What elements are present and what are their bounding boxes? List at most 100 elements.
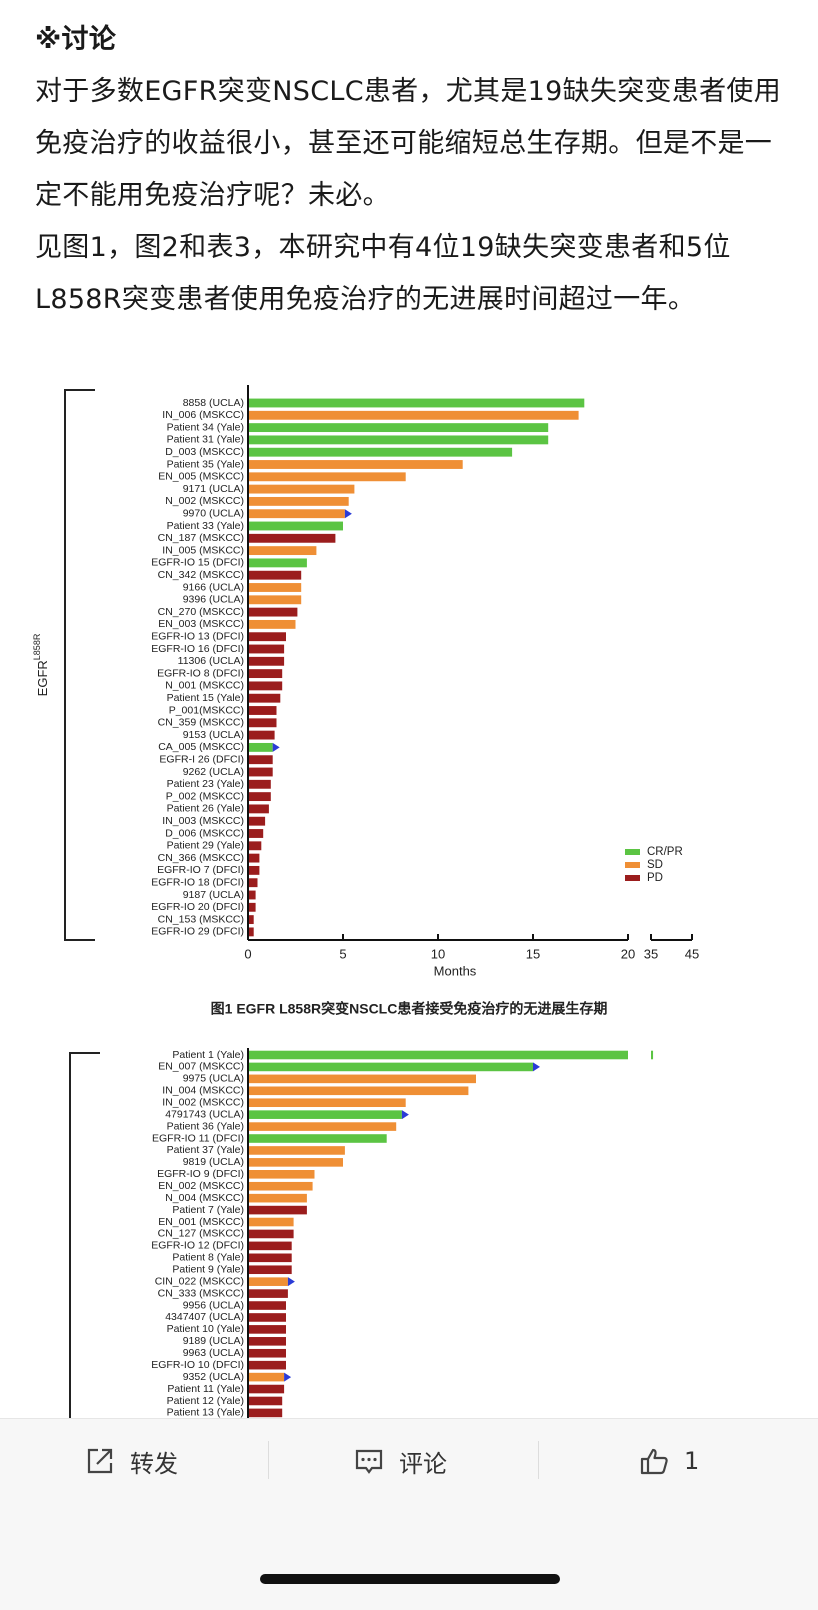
category-label: EGFR-IO 15 (DFCI) — [151, 557, 244, 569]
bar — [248, 1408, 283, 1418]
ongoing-arrow — [533, 1062, 540, 1072]
category-label: CN_359 (MSKCC) — [158, 717, 244, 729]
category-label: 9166 (UCLA) — [183, 581, 244, 593]
category-label: IN_004 (MSKCC) — [162, 1085, 244, 1097]
like-button[interactable]: 1 — [638, 1439, 699, 1483]
bar — [248, 1170, 315, 1179]
ongoing-arrow — [284, 1372, 292, 1382]
y-axis-label-sup: L858R — [32, 633, 42, 660]
bar — [651, 1050, 654, 1060]
category-label: EGFR-IO 12 (DFCI) — [151, 1240, 244, 1252]
chart-2: Patient 1 (Yale)EN_007 (MSKCC)9975 (UCLA… — [151, 1048, 654, 1418]
x-axis-label: Months — [434, 963, 477, 978]
y-axis-label-main: EGFR — [35, 660, 50, 696]
category-label: CN_153 (MSKCC) — [158, 913, 244, 925]
category-label: Patient 7 (Yale) — [172, 1204, 244, 1216]
bar — [248, 607, 298, 617]
bar — [248, 410, 579, 420]
bar — [248, 1241, 292, 1251]
ongoing-arrow — [401, 1110, 409, 1120]
bar — [248, 1050, 628, 1060]
bar — [248, 1158, 343, 1167]
bar — [248, 632, 286, 642]
category-label: EGFR-IO 10 (DFCI) — [151, 1359, 244, 1371]
category-label: Patient 9 (Yale) — [172, 1264, 244, 1276]
ongoing-arrow — [287, 1277, 295, 1287]
bar — [248, 1146, 345, 1155]
category-label: Patient 12 (Yale) — [167, 1395, 244, 1407]
category-label: EGFR-IO 11 (DFCI) — [152, 1132, 244, 1144]
category-label: CN_270 (MSKCC) — [158, 606, 244, 618]
category-label: Patient 1 (Yale) — [172, 1049, 244, 1061]
category-label: EN_001 (MSKCC) — [158, 1216, 244, 1228]
category-label: EN_002 (MSKCC) — [158, 1180, 244, 1192]
ongoing-arrow — [344, 509, 352, 519]
separator — [268, 1441, 269, 1479]
category-label: Patient 23 (Yale) — [167, 778, 244, 790]
category-label: 9189 (UCLA) — [183, 1335, 244, 1347]
bar — [248, 1348, 286, 1358]
category-label: 9171 (UCLA) — [183, 483, 244, 495]
charts: 8858 (UCLA)IN_006 (MSKCC)Patient 34 (Yal… — [32, 385, 699, 1418]
category-label: N_001 (MSKCC) — [165, 680, 244, 692]
bar — [248, 1181, 313, 1191]
bar — [248, 398, 585, 408]
bar — [248, 1086, 469, 1096]
like-icon — [640, 1448, 668, 1475]
bar — [248, 1396, 283, 1406]
bar — [248, 484, 355, 494]
like-count: 1 — [684, 1447, 700, 1475]
bar — [248, 656, 285, 666]
category-label: 9975 (UCLA) — [183, 1073, 244, 1085]
bar — [248, 755, 273, 765]
category-label: Patient 37 (Yale) — [167, 1144, 244, 1156]
bar — [248, 792, 271, 802]
bar — [248, 693, 281, 703]
bar — [248, 1277, 288, 1286]
bar — [248, 1098, 406, 1108]
bar — [248, 423, 549, 433]
bar — [248, 472, 406, 482]
bar — [248, 1062, 533, 1072]
bar — [248, 546, 317, 556]
category-label: Patient 31 (Yale) — [167, 434, 244, 446]
bar — [248, 1110, 402, 1119]
action-bar: 转发 评论 1 — [0, 1418, 818, 1610]
bar — [248, 521, 343, 531]
bar — [248, 1134, 387, 1143]
bar — [248, 767, 273, 777]
bar — [248, 644, 285, 654]
group-bracket — [69, 1052, 100, 1418]
bar — [248, 865, 260, 875]
category-label: Patient 13 (Yale) — [167, 1407, 244, 1418]
bar — [248, 829, 264, 838]
category-label: Patient 29 (Yale) — [167, 840, 244, 852]
bar — [248, 902, 256, 912]
category-label: N_004 (MSKCC) — [165, 1192, 244, 1204]
category-label: Patient 11 (Yale) — [167, 1383, 244, 1395]
share-icon — [87, 1448, 113, 1474]
bar — [248, 1360, 286, 1370]
bar — [248, 816, 266, 826]
comment-button[interactable]: 评论 — [353, 1439, 447, 1483]
bar — [248, 570, 302, 580]
category-label: Patient 26 (Yale) — [167, 803, 244, 815]
category-label: Patient 15 (Yale) — [167, 692, 244, 704]
category-label: Patient 35 (Yale) — [167, 458, 244, 470]
bar — [248, 718, 277, 728]
category-label: IN_005 (MSKCC) — [162, 544, 244, 556]
category-label: Patient 8 (Yale) — [172, 1252, 244, 1264]
bar — [248, 1313, 286, 1322]
bar — [248, 927, 254, 937]
bar — [248, 1253, 292, 1263]
separator — [538, 1441, 539, 1479]
share-button[interactable]: 转发 — [84, 1439, 178, 1483]
category-label: 9187 (UCLA) — [183, 889, 244, 901]
category-label: CN_342 (MSKCC) — [158, 569, 244, 581]
category-label: Patient 36 (Yale) — [167, 1120, 244, 1132]
bar — [248, 533, 336, 543]
category-label: Patient 10 (Yale) — [167, 1323, 244, 1335]
category-label: 8858 (UCLA) — [183, 397, 244, 409]
group-bracket — [64, 389, 95, 941]
